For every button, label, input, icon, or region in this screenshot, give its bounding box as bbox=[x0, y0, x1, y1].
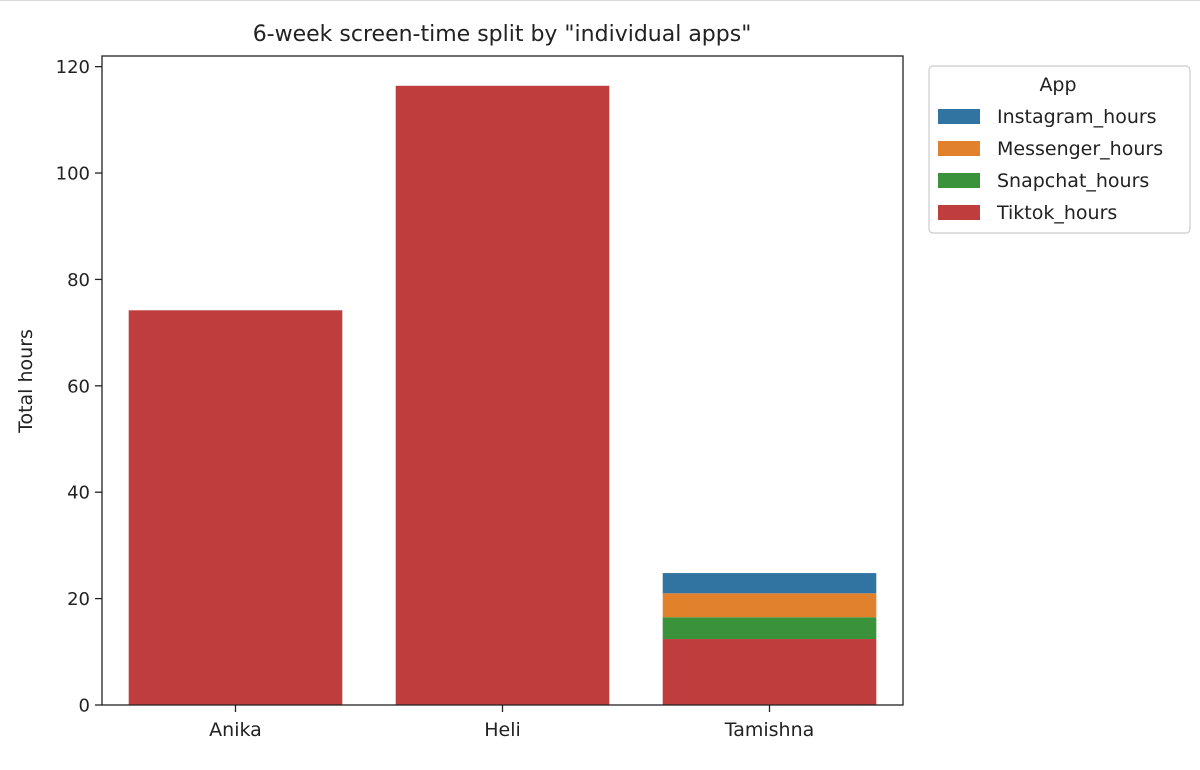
y-tick-label: 100 bbox=[56, 164, 90, 185]
bar-anika-tiktok-hours bbox=[128, 310, 343, 705]
legend-swatch-snapchat-hours bbox=[938, 173, 980, 188]
legend-box bbox=[928, 65, 1191, 234]
legend-title: App bbox=[1039, 74, 1076, 96]
legend-entries: Instagram_hours Messenger_hours Snapchat_h… bbox=[938, 106, 1163, 224]
legend: App Instagram_hours Messenger_hours Snapch… bbox=[928, 65, 1191, 234]
legend-swatch-tiktok-hours bbox=[938, 205, 980, 220]
bar-heli-tiktok-hours bbox=[395, 85, 610, 706]
bar-tamishna-tiktok-hours bbox=[662, 639, 877, 705]
y-axis: 0 20 40 60 80 100 120 bbox=[56, 57, 102, 717]
x-tick-label: Anika bbox=[209, 719, 262, 741]
x-tick-label: Tamishna bbox=[724, 719, 815, 741]
top-divider bbox=[0, 0, 1200, 1]
y-tick-label: 0 bbox=[79, 696, 90, 717]
y-tick-label: 80 bbox=[67, 270, 90, 291]
bar-group bbox=[128, 85, 877, 706]
legend-label-tiktok-hours: Tiktok_hours bbox=[996, 202, 1117, 224]
bar-tamishna-snapchat-hours bbox=[662, 617, 877, 640]
legend-label-messenger-hours: Messenger_hours bbox=[997, 138, 1163, 160]
legend-label-instagram-hours: Instagram_hours bbox=[997, 106, 1157, 128]
y-tick-label: 120 bbox=[56, 57, 90, 78]
bar-tamishna-messenger-hours bbox=[662, 593, 877, 618]
y-tick-label: 20 bbox=[67, 589, 90, 610]
legend-swatch-messenger-hours bbox=[938, 141, 980, 156]
chart-title: 6-week screen-time split by "individual … bbox=[253, 22, 752, 47]
y-axis-label: Total hours bbox=[15, 329, 37, 434]
x-tick-label: Heli bbox=[484, 719, 521, 741]
legend-label-snapchat-hours: Snapchat_hours bbox=[997, 170, 1149, 192]
y-tick-label: 60 bbox=[67, 376, 90, 397]
y-tick-label: 40 bbox=[67, 483, 90, 504]
x-axis: Anika Heli Tamishna bbox=[209, 705, 814, 741]
legend-swatch-instagram-hours bbox=[938, 109, 980, 124]
bar-tamishna-instagram-hours bbox=[662, 573, 877, 594]
